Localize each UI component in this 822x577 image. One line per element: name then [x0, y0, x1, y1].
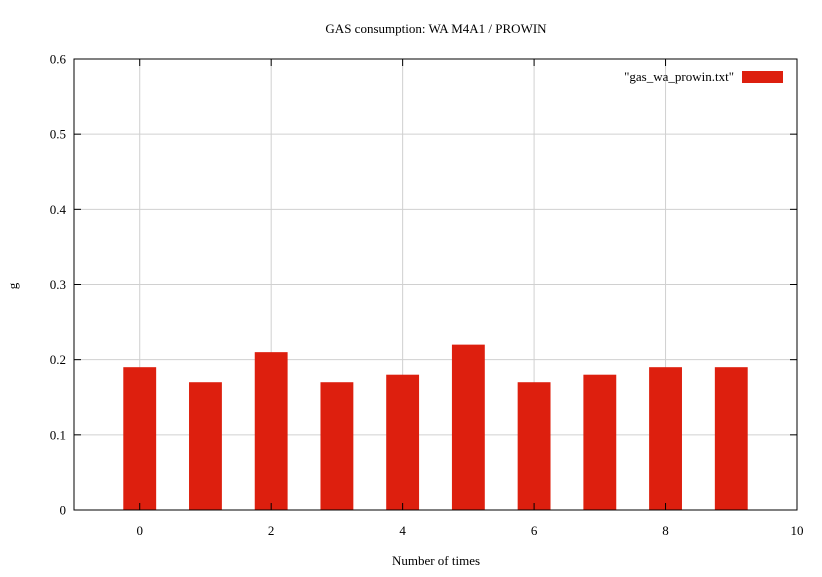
x-tick-label: 4 — [399, 523, 406, 538]
y-tick-label: 0.2 — [50, 352, 66, 367]
axis-ticks — [74, 58, 798, 511]
y-tick-label: 0.4 — [50, 202, 67, 217]
bar-6 — [517, 382, 551, 510]
bar-0 — [123, 367, 157, 510]
bar-8 — [649, 367, 682, 510]
y-tick-label: 0.5 — [50, 127, 66, 142]
x-tick-label: 0 — [136, 523, 143, 538]
bar-7 — [583, 374, 617, 510]
x-tick-labels: 0 2 4 6 8 10 — [136, 523, 803, 538]
bar-1 — [189, 382, 222, 510]
y-tick-label: 0.3 — [50, 277, 66, 292]
y-tick-label: 0.1 — [50, 427, 66, 442]
y-axis-label: g — [5, 282, 20, 289]
grid-lines — [74, 59, 797, 510]
bar-4 — [386, 374, 420, 510]
chart-title: GAS consumption: WA M4A1 / PROWIN — [325, 21, 547, 36]
y-tick-label: 0 — [60, 503, 67, 518]
legend-label: "gas_wa_prowin.txt" — [624, 69, 734, 84]
x-axis-label: Number of times — [392, 553, 480, 568]
x-tick-label: 6 — [531, 523, 538, 538]
bar-2 — [254, 352, 288, 510]
bar-9 — [714, 367, 748, 510]
bar-3 — [320, 382, 354, 510]
x-tick-label: 8 — [662, 523, 669, 538]
legend: "gas_wa_prowin.txt" — [624, 69, 783, 84]
bars-group — [123, 344, 748, 510]
x-tick-label: 10 — [791, 523, 804, 538]
y-tick-label: 0.6 — [50, 52, 67, 67]
legend-swatch — [742, 71, 783, 83]
bar-5 — [451, 344, 485, 510]
x-tick-label: 2 — [268, 523, 275, 538]
y-tick-labels: 0 0.1 0.2 0.3 0.4 0.5 0.6 — [50, 52, 67, 518]
